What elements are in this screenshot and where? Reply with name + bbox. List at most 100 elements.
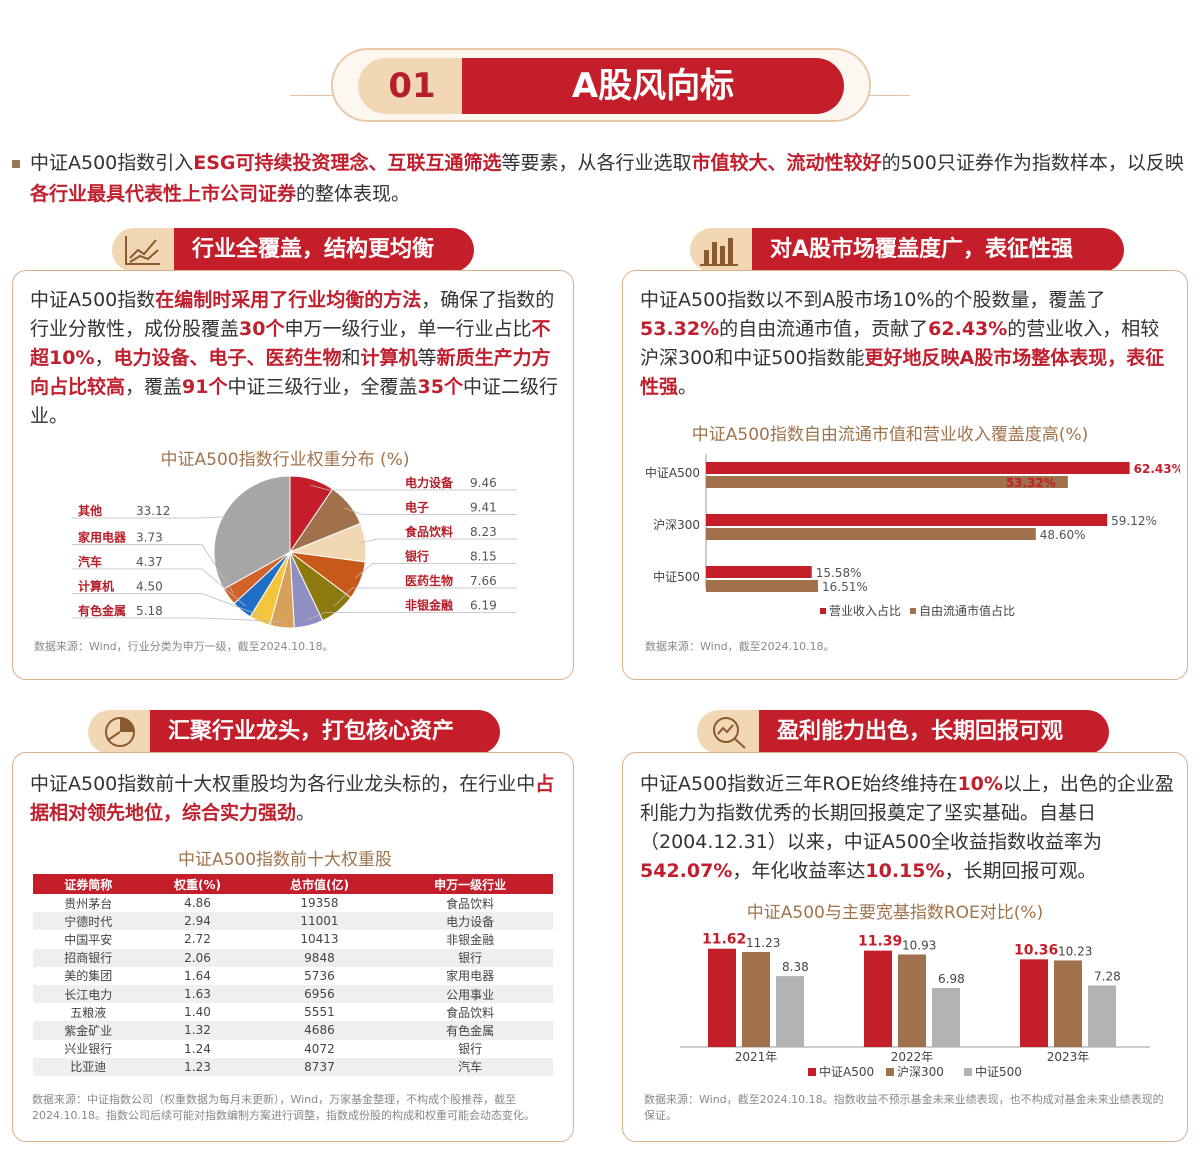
bar-float-cap	[706, 528, 1036, 540]
page-title: A股风向标	[462, 58, 844, 114]
table-row: 中国平安 2.72 10413 非银金融	[33, 930, 553, 949]
table-cell: 4072	[251, 1039, 388, 1058]
highlight-text: 35个	[417, 376, 463, 398]
highlight-text: 53.32%	[640, 318, 720, 340]
year-label: 2022年	[891, 1050, 934, 1064]
section-number: 01	[358, 58, 466, 114]
highlight-text: 计算机	[360, 347, 418, 369]
legend-swatch	[820, 608, 826, 614]
table-cell: 5551	[251, 1003, 388, 1022]
table-row: 招商银行 2.06 9848 银行	[33, 948, 553, 967]
pie-slice-value: 6.19	[470, 599, 497, 613]
highlight-text: 10.15%	[865, 860, 945, 882]
leader-line	[72, 617, 283, 622]
table-header-cell: 证券简称	[33, 874, 144, 894]
pie-slice-label: 计算机	[78, 579, 114, 594]
body-text: ，覆盖	[125, 376, 183, 398]
category-label: 中证A500	[645, 465, 700, 480]
highlight-text: 542.07%	[640, 860, 733, 882]
table-cell: 兴业银行	[33, 1039, 144, 1058]
bar-value-label: 48.60%	[1040, 528, 1086, 542]
pie-slice-label: 食品饮料	[404, 524, 453, 539]
pie-chart-icon	[88, 710, 150, 754]
highlight-text: 不超10%	[30, 318, 551, 369]
table-cell: 家用电器	[387, 966, 553, 985]
card-text-profitability: 中证A500指数近三年ROE始终维持在10%以上，出色的企业盈利能力为指数优秀的…	[640, 770, 1175, 886]
highlight-text: 新质生产力方向占比较高	[30, 347, 551, 398]
roe-bar	[932, 987, 960, 1047]
legend-label: 沪深300	[897, 1065, 944, 1079]
roe-value-label: 10.23	[1058, 944, 1092, 958]
section-title-coverage: 行业全覆盖，结构更均衡	[174, 228, 474, 272]
bar-value-label: 15.58%	[816, 566, 862, 580]
data-source-note-3: 数据来源：中证指数公司（权重数据为每月末更新），Wind，万家基金整理，不构成个…	[32, 1093, 535, 1122]
coverage-hbar-chart: 中证A500 62.43% 53.32% 沪深300 59.12% 48.60% 中证500…	[645, 454, 1180, 618]
roe-value-label: 11.23	[746, 936, 780, 950]
body-text: ，年化收益率达	[732, 860, 866, 882]
table-row: 兴业银行 1.24 4072 银行	[33, 1039, 553, 1058]
body-text: 中证A500指数引入	[30, 152, 194, 174]
table-row: 宁德时代 2.94 11001 电力设备	[33, 912, 553, 931]
roe-bar	[898, 954, 926, 1047]
card-text-coverage: 中证A500指数在编制时采用了行业均衡的方法，确保了指数的行业分散性，成份股覆盖…	[30, 286, 560, 431]
table-cell: 5736	[251, 966, 388, 985]
roe-bar-chart: 11.62 11.238.38 2021年 11.39 10.93 6.98 2022年 10…	[680, 932, 1150, 1079]
table-cell: 长江电力	[33, 984, 144, 1004]
table-cell: 9848	[251, 948, 388, 967]
roe-bar	[776, 976, 804, 1047]
table-cell: 美的集团	[33, 966, 144, 985]
leader-line	[72, 544, 234, 594]
body-text: 等要素，从各行业选取	[501, 152, 692, 174]
legend-label: 自由流通市值占比	[919, 603, 1015, 618]
intro-paragraph: 中证A500指数引入ESG可持续投资理念、互联互通筛选等要素，从各行业选取市值较…	[30, 148, 1190, 210]
highlight-text: 各行业最具代表性上市公司证券	[30, 183, 297, 205]
body-text: 。	[678, 376, 698, 398]
pie-slice-label: 医药生物	[405, 573, 453, 588]
pie-slice	[213, 475, 291, 590]
table-header-cell: 申万一级行业	[387, 874, 553, 894]
pie-slice-label: 银行	[405, 549, 429, 564]
roe-bar	[1020, 959, 1048, 1047]
category-label: 沪深300	[653, 518, 700, 532]
table-cell: 食品饮料	[387, 894, 553, 913]
body-text: 中证二级行业。	[30, 376, 558, 427]
table-cell: 4686	[251, 1021, 388, 1040]
roe-bar	[1088, 985, 1116, 1047]
table-cell: 2.06	[143, 948, 252, 967]
table-cell: 1.64	[143, 966, 252, 985]
body-text: 中证A500指数以不到A股市场10%的个股数量，覆盖了	[640, 289, 1106, 311]
table-cell: 11001	[251, 912, 388, 931]
year-label: 2021年	[735, 1050, 778, 1064]
bar-revenue	[706, 514, 1108, 526]
table-row: 贵州茅台 4.86 19358 食品饮料	[33, 894, 553, 913]
leader-line	[72, 593, 263, 617]
body-text: 。	[296, 802, 316, 824]
body-text: 中证A500指数前十大权重股均为各行业龙头标的，在行业中	[30, 773, 536, 795]
roe-value-label: 7.28	[1094, 969, 1121, 983]
table-cell: 汽车	[387, 1057, 553, 1076]
pie-slice-label: 有色金属	[78, 603, 126, 618]
industry-weight-pie-chart: 电力设备 9.46 电子 9.41 食品饮料 8.23 银行 8.15 医药生物 7.66 非银金融…	[72, 475, 517, 629]
pie-slice-value: 8.23	[470, 525, 497, 539]
table-cell: 招商银行	[33, 948, 144, 967]
data-source-note-2: 数据来源：Wind，截至2024.10.18。	[645, 640, 835, 653]
roe-value-label: 11.62	[702, 932, 746, 948]
data-source-note-4: 数据来源：Wind，截至2024.10.18。指数收益不预示基金未来业绩表现，也…	[644, 1093, 1164, 1122]
highlight-text: 91个	[182, 376, 228, 398]
pie-slice-value: 4.37	[136, 555, 163, 569]
roe-value-label: 8.38	[782, 960, 809, 974]
table-cell: 1.32	[143, 1021, 252, 1040]
card-market-coverage	[622, 270, 1188, 680]
table-cell: 电力设备	[387, 912, 553, 931]
leader-line	[359, 538, 517, 544]
body-text: 中证A500指数	[30, 289, 156, 311]
roe-bar	[708, 948, 736, 1047]
leader-line	[72, 516, 230, 519]
card-text-market: 中证A500指数以不到A股市场10%的个股数量，覆盖了 53.32%的自由流通市值…	[640, 286, 1175, 402]
pie-slice-value: 7.66	[470, 574, 497, 588]
highlight-text: 10%	[957, 773, 1003, 795]
body-text: ，确保了指数的行业分散性，成份股覆盖	[30, 289, 555, 340]
pie-slice-label: 电子	[405, 500, 429, 515]
table-cell: 1.23	[143, 1057, 252, 1076]
leader-line	[334, 587, 517, 607]
